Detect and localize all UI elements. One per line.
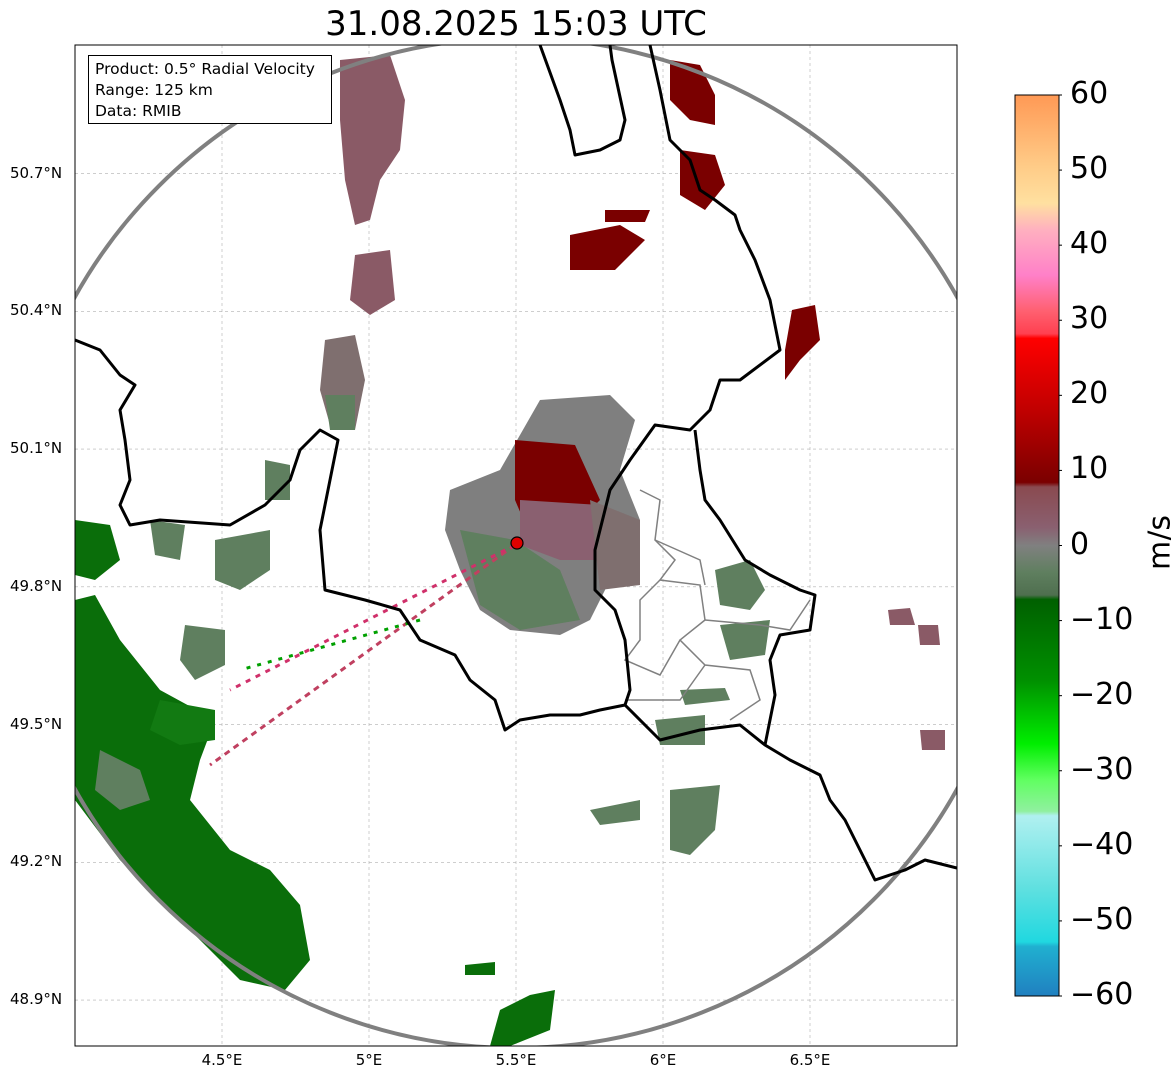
colorbar-tick-label: 0 <box>1070 526 1090 562</box>
echo-spoke-2 <box>229 543 516 692</box>
echo-n-strip-4 <box>325 395 355 430</box>
colorbar-unit-label: m/s <box>1142 515 1171 570</box>
map-frame <box>74 44 958 1047</box>
colorbar-tick-label: 50 <box>1070 151 1109 187</box>
echo-spoke-1 <box>209 543 516 767</box>
lon-tick-label: 6°E <box>649 1051 677 1069</box>
echo-s-2 <box>465 962 495 975</box>
echo-e-2 <box>720 620 770 660</box>
radar-site-marker <box>510 536 524 550</box>
echo-sw-band-4 <box>95 750 150 810</box>
lon-tick-label: 6.5°E <box>789 1051 831 1069</box>
echo-center-green <box>460 530 580 630</box>
echo-e-1 <box>715 560 765 610</box>
inner-borders <box>623 489 811 721</box>
colorbar-tick-label: 30 <box>1070 301 1109 337</box>
map-title: 31.08.2025 15:03 UTC <box>325 4 707 44</box>
product-label: Product: 0.5° Radial Velocity <box>95 60 315 78</box>
lat-tick-label: 49.8°N <box>10 576 63 595</box>
echo-w-3 <box>180 625 225 680</box>
lat-tick-label: 50.1°N <box>10 439 63 458</box>
echo-n-strip <box>340 55 405 225</box>
echo-sw-band-2 <box>75 520 120 580</box>
lon-tick-label: 5°E <box>355 1051 383 1069</box>
colorbar-tick-marks <box>1059 94 1062 997</box>
lat-tick-label: 49.2°N <box>10 852 63 871</box>
colorbar-tick-label: −30 <box>1070 751 1134 787</box>
echo-ne-3 <box>570 225 645 270</box>
colorbar-tick-label: −20 <box>1070 676 1134 712</box>
velocity-echoes <box>75 55 945 1046</box>
echo-e-10 <box>920 730 945 750</box>
echo-ne-4 <box>785 305 820 380</box>
range-label: Range: 125 km <box>95 81 213 99</box>
lon-tick-label: 4.5°E <box>201 1051 243 1069</box>
echo-w-2 <box>215 530 270 590</box>
echo-n-strip-2 <box>350 250 395 315</box>
echo-s-1 <box>490 990 555 1046</box>
echo-sw-band <box>75 595 310 990</box>
lat-tick-label: 50.4°N <box>10 301 63 320</box>
data-source-label: Data: RMIB <box>95 102 182 120</box>
country-borders <box>75 45 957 882</box>
echo-w-1 <box>150 520 185 560</box>
echo-sw-band-3 <box>150 700 215 745</box>
lon-tick-label: 5.5°E <box>495 1051 537 1069</box>
lat-tick-label: 49.5°N <box>10 714 63 733</box>
echo-e-5 <box>670 785 720 855</box>
colorbar <box>1014 94 1062 997</box>
echo-e-3 <box>680 688 730 705</box>
colorbar-tick-label: −40 <box>1070 826 1134 862</box>
echo-spoke-3 <box>239 618 421 672</box>
echo-w-4 <box>265 460 290 500</box>
colorbar-tick-label: 10 <box>1070 451 1109 487</box>
echo-e-9 <box>918 625 940 645</box>
colorbar-tick-label: −60 <box>1070 977 1134 1012</box>
colorbar-tick-label: 60 <box>1070 76 1109 111</box>
product-info-box: Product: 0.5° Radial Velocity Range: 125… <box>88 55 332 124</box>
lat-tick-label: 48.9°N <box>10 990 63 1009</box>
colorbar-tick-label: −10 <box>1070 601 1134 637</box>
lat-tick-label: 50.7°N <box>10 163 63 182</box>
echo-ne-5 <box>605 210 650 222</box>
echo-center-pink <box>520 500 610 560</box>
colorbar-tick-label: −50 <box>1070 901 1134 937</box>
echo-e-6 <box>590 800 640 825</box>
colorbar-tick-label: 20 <box>1070 376 1109 412</box>
echo-e-8 <box>888 608 915 625</box>
colorbar-tick-label: 40 <box>1070 226 1109 262</box>
